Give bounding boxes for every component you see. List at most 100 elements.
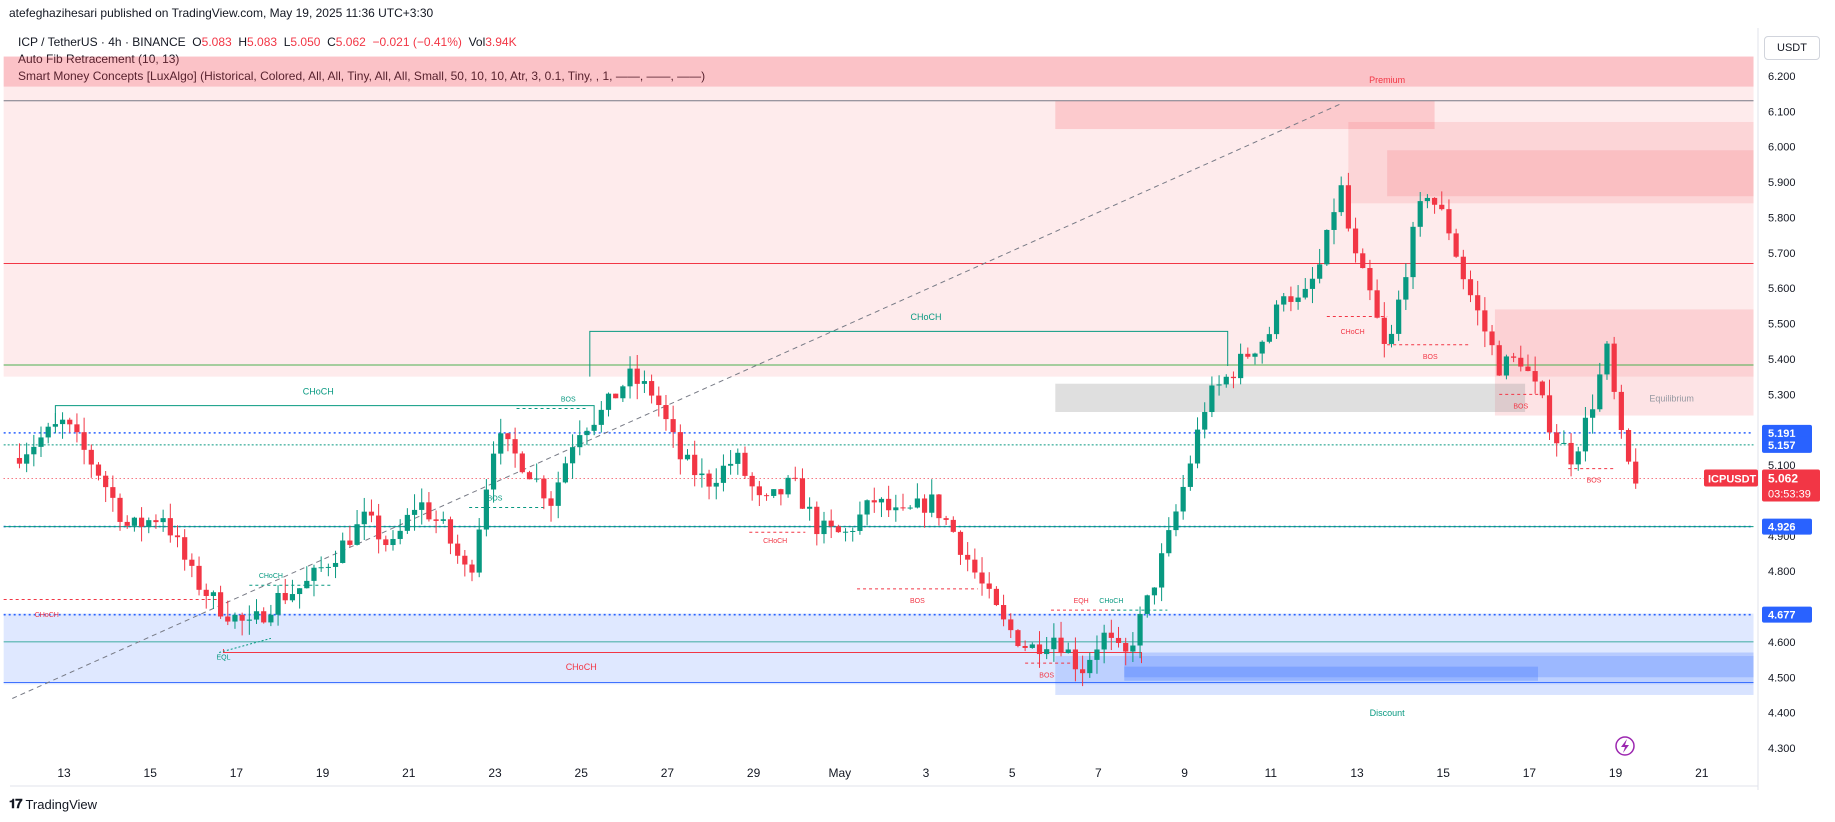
candle-body — [993, 588, 999, 606]
candle-body — [699, 473, 705, 476]
candle-body — [1108, 632, 1114, 638]
y-tick-label: 5.700 — [1768, 248, 1796, 260]
structure-label: BOS — [1039, 672, 1054, 679]
structure-label: BOS — [561, 396, 576, 403]
candle-body — [1008, 619, 1014, 631]
candle-body — [677, 432, 683, 460]
y-tick-label: 4.800 — [1768, 566, 1796, 578]
candle-body — [1582, 417, 1589, 452]
candle-body — [174, 535, 181, 538]
candle-body — [684, 454, 691, 460]
candle-body — [368, 511, 375, 516]
candle-body — [225, 616, 231, 622]
candle-body — [1245, 353, 1251, 357]
x-tick-label: 17 — [230, 766, 244, 780]
symbol-line[interactable]: ICP / TetherUS · 4h · BINANCE O5.083 H5.… — [18, 34, 705, 51]
candle-body — [1230, 376, 1237, 379]
candle-body — [1051, 637, 1057, 650]
candle-body — [1510, 356, 1517, 358]
low-label: L — [283, 35, 291, 49]
candle-body — [620, 386, 626, 399]
candle-body — [641, 381, 648, 384]
open-value: 5.083 — [201, 35, 232, 49]
y-tick-label: 5.100 — [1768, 460, 1796, 472]
candle-body — [1209, 385, 1215, 413]
currency-button[interactable]: USDT — [1764, 36, 1820, 60]
candle-body — [728, 463, 734, 466]
symbol-tag-box — [1704, 469, 1758, 487]
candle-body — [526, 472, 533, 480]
candle-body — [1503, 356, 1510, 376]
x-tick-label: 21 — [1695, 766, 1709, 780]
candle-body — [713, 482, 719, 487]
candle-body — [512, 439, 518, 454]
candle-body — [490, 453, 497, 490]
price-label-text: 5.157 — [1768, 440, 1796, 452]
candle-body — [1467, 279, 1474, 296]
candle-body — [1381, 317, 1387, 344]
candle-body — [1317, 264, 1323, 279]
candle-body — [239, 614, 245, 621]
candle-body — [569, 447, 576, 464]
structure-line — [589, 330, 1229, 377]
symbol-name[interactable]: ICP / TetherUS · 4h · BINANCE — [18, 35, 186, 49]
candle-body — [562, 463, 568, 483]
x-tick-label: 27 — [661, 766, 675, 780]
indicator-fib[interactable]: Auto Fib Retracement (10, 13) — [18, 51, 705, 68]
x-tick-label: 13 — [57, 766, 71, 780]
candle-body — [1295, 297, 1301, 302]
x-tick-label: 15 — [1437, 766, 1451, 780]
candle-body — [1482, 310, 1488, 332]
candle-body — [1431, 197, 1438, 205]
indicator-smc[interactable]: Smart Money Concepts [LuxAlgo] (Historic… — [18, 68, 705, 85]
candle-body — [124, 521, 130, 526]
x-tick-label: 23 — [488, 766, 502, 780]
candle-body — [792, 477, 798, 479]
candle-body — [742, 452, 748, 476]
candle-body — [1144, 595, 1150, 614]
candle-body — [311, 567, 317, 581]
candle-body — [1273, 304, 1280, 335]
candle-body — [455, 543, 461, 556]
candle-body — [1309, 278, 1316, 289]
candle-body — [59, 419, 66, 425]
candle-body — [584, 430, 590, 436]
volume-label: Vol — [468, 35, 486, 49]
candle-body — [1216, 384, 1222, 386]
candle-body — [1101, 632, 1107, 650]
candle-body — [756, 486, 762, 496]
tradingview-brand[interactable]: 𝟏𝟕 TradingView — [9, 796, 97, 812]
candle-body — [67, 419, 73, 425]
candle-body — [1194, 429, 1201, 464]
legend-panel: ICP / TetherUS · 4h · BINANCE O5.083 H5.… — [18, 34, 705, 85]
x-tick-label: 7 — [1095, 766, 1102, 780]
candle-body — [304, 580, 310, 589]
candle-body — [842, 531, 849, 533]
candle-body — [447, 519, 454, 544]
candle-body — [936, 494, 942, 519]
candle-body — [749, 475, 755, 487]
candle-body — [45, 426, 51, 438]
candle-body — [462, 555, 468, 565]
candle-body — [182, 537, 188, 560]
price-label-box — [1762, 606, 1812, 623]
candle-body — [440, 519, 446, 521]
structure-label: CHoCH — [259, 573, 283, 580]
x-tick-label: 19 — [1609, 766, 1623, 780]
order-block — [1124, 652, 1754, 678]
candle-body — [1022, 645, 1028, 648]
candle-body — [153, 520, 159, 523]
candle-body — [103, 475, 109, 488]
candle-body — [921, 498, 928, 513]
candle-body — [670, 419, 676, 433]
x-tick-label: 29 — [747, 766, 761, 780]
candle-body — [1525, 366, 1531, 372]
candle-body — [1518, 357, 1524, 367]
candle-body — [1259, 341, 1265, 354]
candle-body — [138, 517, 145, 527]
x-tick-label: 21 — [402, 766, 416, 780]
candle-body — [1302, 288, 1308, 298]
candle-body — [1360, 253, 1366, 269]
structure-label: CHoCH — [763, 538, 787, 545]
